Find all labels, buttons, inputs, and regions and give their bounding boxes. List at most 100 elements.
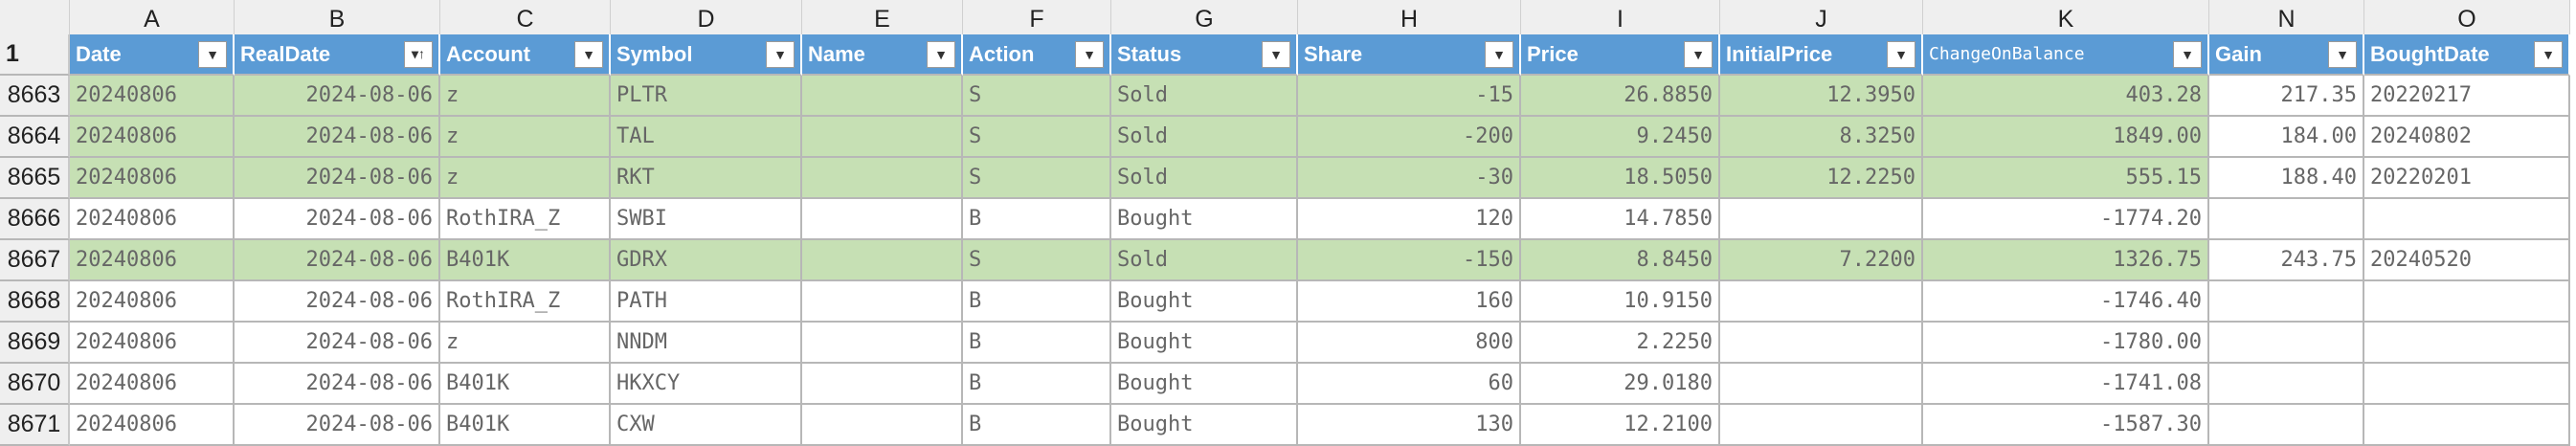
cell-account[interactable]: RothIRA_Z xyxy=(440,281,611,323)
cell-name[interactable] xyxy=(802,240,963,281)
cell-symbol[interactable]: GDRX xyxy=(611,240,802,281)
cell-status[interactable]: Bought xyxy=(1111,323,1298,364)
header-account[interactable]: Account ▼ xyxy=(440,34,611,76)
cell-action[interactable]: B xyxy=(963,364,1111,405)
cell-price[interactable]: 18.5050 xyxy=(1521,158,1720,199)
cell-initialprice[interactable] xyxy=(1720,281,1923,323)
cell-price[interactable]: 29.0180 xyxy=(1521,364,1720,405)
dropdown-arrow-icon[interactable]: ▼ xyxy=(2534,40,2563,68)
cell-date[interactable]: 20240806 xyxy=(70,281,235,323)
row-header[interactable]: 8669 xyxy=(0,323,70,364)
cell-changeonbalance[interactable]: -1587.30 xyxy=(1923,405,2209,446)
cell-symbol[interactable]: CXW xyxy=(611,405,802,446)
cell-changeonbalance[interactable]: -1774.20 xyxy=(1923,199,2209,240)
dropdown-arrow-icon[interactable]: ▼ xyxy=(1887,40,1915,68)
header-status[interactable]: Status ▼ xyxy=(1111,34,1298,76)
cell-account[interactable]: B401K xyxy=(440,364,611,405)
cell-gain[interactable] xyxy=(2209,199,2364,240)
cell-price[interactable]: 8.8450 xyxy=(1521,240,1720,281)
header-date[interactable]: Date ▼ xyxy=(70,34,235,76)
cell-realdate[interactable]: 2024-08-06 xyxy=(235,117,440,158)
cell-date[interactable]: 20240806 xyxy=(70,76,235,117)
cell-gain[interactable] xyxy=(2209,323,2364,364)
cell-symbol[interactable]: PATH xyxy=(611,281,802,323)
cell-status[interactable]: Bought xyxy=(1111,364,1298,405)
cell-name[interactable] xyxy=(802,281,963,323)
cell-name[interactable] xyxy=(802,364,963,405)
cell-name[interactable] xyxy=(802,158,963,199)
cell-changeonbalance[interactable]: -1741.08 xyxy=(1923,364,2209,405)
cell-price[interactable]: 26.8850 xyxy=(1521,76,1720,117)
cell-realdate[interactable]: 2024-08-06 xyxy=(235,158,440,199)
dropdown-arrow-icon[interactable]: ▼ xyxy=(1075,40,1104,68)
cell-name[interactable] xyxy=(802,199,963,240)
cell-changeonbalance[interactable]: -1780.00 xyxy=(1923,323,2209,364)
cell-action[interactable]: S xyxy=(963,76,1111,117)
cell-share[interactable]: 800 xyxy=(1298,323,1521,364)
cell-initialprice[interactable]: 12.2250 xyxy=(1720,158,1923,199)
cell-share[interactable]: 130 xyxy=(1298,405,1521,446)
cell-initialprice[interactable] xyxy=(1720,199,1923,240)
cell-status[interactable]: Bought xyxy=(1111,281,1298,323)
cell-action[interactable]: S xyxy=(963,240,1111,281)
cell-realdate[interactable]: 2024-08-06 xyxy=(235,281,440,323)
cell-date[interactable]: 20240806 xyxy=(70,158,235,199)
cell-changeonbalance[interactable]: 1326.75 xyxy=(1923,240,2209,281)
cell-action[interactable]: B xyxy=(963,199,1111,240)
header-name[interactable]: Name ▼ xyxy=(802,34,963,76)
cell-symbol[interactable]: NNDM xyxy=(611,323,802,364)
row-header[interactable]: 8665 xyxy=(0,158,70,199)
cell-status[interactable]: Sold xyxy=(1111,240,1298,281)
column-header-i[interactable]: I xyxy=(1521,0,1720,41)
cell-account[interactable]: z xyxy=(440,323,611,364)
cell-changeonbalance[interactable]: 1849.00 xyxy=(1923,117,2209,158)
cell-share[interactable]: -15 xyxy=(1298,76,1521,117)
dropdown-arrow-icon[interactable]: ▼ xyxy=(2173,40,2202,68)
cell-share[interactable]: 120 xyxy=(1298,199,1521,240)
header-gain[interactable]: Gain ▼ xyxy=(2209,34,2364,76)
cell-account[interactable]: z xyxy=(440,117,611,158)
cell-symbol[interactable]: SWBI xyxy=(611,199,802,240)
header-action[interactable]: Action ▼ xyxy=(963,34,1111,76)
cell-gain[interactable]: 184.00 xyxy=(2209,117,2364,158)
cell-initialprice[interactable]: 8.3250 xyxy=(1720,117,1923,158)
cell-initialprice[interactable]: 12.3950 xyxy=(1720,76,1923,117)
cell-status[interactable]: Bought xyxy=(1111,199,1298,240)
cell-initialprice[interactable]: 7.2200 xyxy=(1720,240,1923,281)
cell-share[interactable]: -200 xyxy=(1298,117,1521,158)
cell-symbol[interactable]: TAL xyxy=(611,117,802,158)
cell-gain[interactable]: 188.40 xyxy=(2209,158,2364,199)
dropdown-arrow-icon[interactable]: ▼ xyxy=(1684,40,1713,68)
cell-share[interactable]: -30 xyxy=(1298,158,1521,199)
cell-initialprice[interactable] xyxy=(1720,323,1923,364)
cell-realdate[interactable]: 2024-08-06 xyxy=(235,199,440,240)
cell-changeonbalance[interactable]: 555.15 xyxy=(1923,158,2209,199)
dropdown-arrow-icon[interactable]: ▼ xyxy=(574,40,603,68)
cell-changeonbalance[interactable]: -1746.40 xyxy=(1923,281,2209,323)
cell-boughtdate[interactable] xyxy=(2364,405,2570,446)
cell-status[interactable]: Sold xyxy=(1111,117,1298,158)
cell-boughtdate[interactable]: 20220201 xyxy=(2364,158,2570,199)
dropdown-arrow-icon[interactable]: ▼ xyxy=(198,40,227,68)
column-header-e[interactable]: E xyxy=(802,0,963,41)
header-changeonbalance[interactable]: ChangeOnBalance ▼ xyxy=(1923,34,2209,76)
cell-account[interactable]: RothIRA_Z xyxy=(440,199,611,240)
header-initialprice[interactable]: InitialPrice ▼ xyxy=(1720,34,1923,76)
cell-symbol[interactable]: RKT xyxy=(611,158,802,199)
row-header[interactable]: 8667 xyxy=(0,240,70,281)
cell-realdate[interactable]: 2024-08-06 xyxy=(235,323,440,364)
row-header[interactable]: 8670 xyxy=(0,364,70,405)
cell-share[interactable]: -150 xyxy=(1298,240,1521,281)
header-share[interactable]: Share ▼ xyxy=(1298,34,1521,76)
cell-realdate[interactable]: 2024-08-06 xyxy=(235,240,440,281)
cell-realdate[interactable]: 2024-08-06 xyxy=(235,76,440,117)
row-header[interactable]: 8668 xyxy=(0,281,70,323)
sort-ascending-filter-icon[interactable]: ▾↑ xyxy=(404,40,433,68)
row-header[interactable]: 8671 xyxy=(0,405,70,446)
header-boughtdate[interactable]: BoughtDate ▼ xyxy=(2364,34,2570,76)
cell-price[interactable]: 9.2450 xyxy=(1521,117,1720,158)
cell-date[interactable]: 20240806 xyxy=(70,364,235,405)
cell-date[interactable]: 20240806 xyxy=(70,117,235,158)
header-realdate[interactable]: RealDate ▾↑ xyxy=(235,34,440,76)
dropdown-arrow-icon[interactable]: ▼ xyxy=(1262,40,1290,68)
